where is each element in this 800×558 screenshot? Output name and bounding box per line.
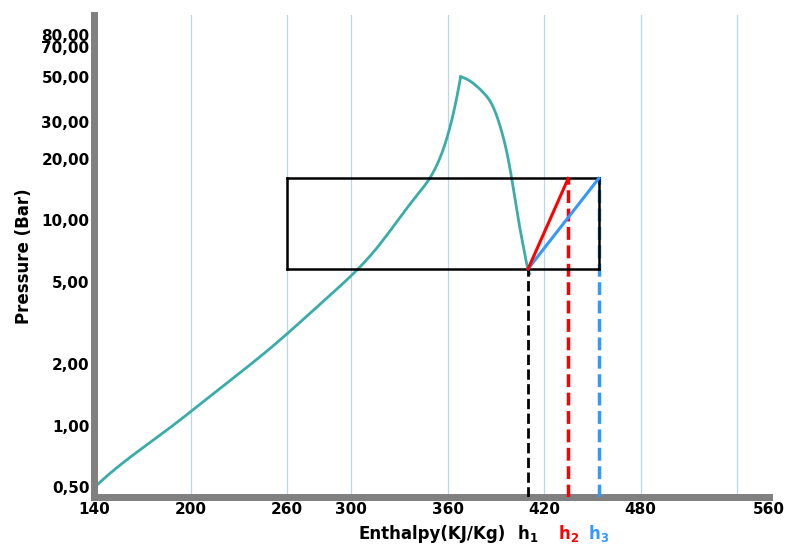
X-axis label: Enthalpy(KJ/Kg): Enthalpy(KJ/Kg) — [358, 525, 506, 543]
Text: $\mathbf{h_3}$: $\mathbf{h_3}$ — [588, 523, 610, 544]
Text: $\mathbf{h_2}$: $\mathbf{h_2}$ — [558, 523, 578, 544]
Text: $\mathbf{h_1}$: $\mathbf{h_1}$ — [518, 523, 538, 544]
Y-axis label: Pressure (Bar): Pressure (Bar) — [15, 188, 33, 324]
